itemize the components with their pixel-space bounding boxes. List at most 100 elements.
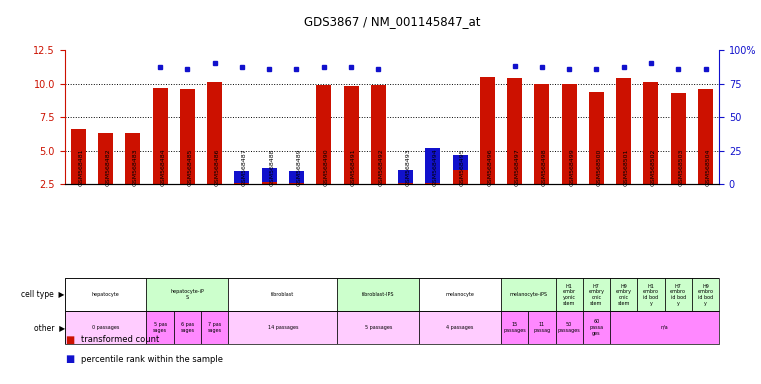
Text: 4 passages: 4 passages [447,325,474,330]
Bar [610,278,638,311]
Bar [698,89,713,184]
Text: GSM568501: GSM568501 [624,149,629,186]
Bar [398,183,413,184]
Bar [453,155,467,170]
Text: melanocyte: melanocyte [446,292,475,297]
Bar [534,84,549,184]
Bar [343,86,358,184]
Bar [337,278,419,311]
Bar [583,311,610,344]
Text: ■: ■ [65,335,74,345]
Bar [398,170,413,183]
Text: percentile rank within the sample: percentile rank within the sample [81,354,224,364]
Text: GSM568498: GSM568498 [542,149,547,186]
Bar [453,170,467,184]
Text: other  ▶: other ▶ [33,323,65,332]
Text: GSM568483: GSM568483 [133,149,138,186]
Bar [507,78,522,184]
Bar [146,311,174,344]
Text: 15
passages: 15 passages [503,322,526,333]
Bar [174,311,201,344]
Bar [65,278,146,311]
Bar [234,183,250,184]
Bar [616,78,631,184]
Text: GSM568495: GSM568495 [460,149,465,186]
Text: GSM568497: GSM568497 [514,149,520,186]
Text: GSM568489: GSM568489 [297,149,301,186]
Bar [583,278,610,311]
Bar [289,183,304,184]
Text: GSM568496: GSM568496 [487,149,492,186]
Text: hepatocyte: hepatocyte [92,292,119,297]
Text: GSM568502: GSM568502 [651,149,656,186]
Text: 5 passages: 5 passages [365,325,392,330]
Bar [228,278,337,311]
Bar [262,182,277,184]
Text: GSM568494: GSM568494 [433,149,438,186]
Text: GSM568504: GSM568504 [705,149,711,186]
Text: GSM568503: GSM568503 [678,149,683,186]
Text: GSM568485: GSM568485 [187,149,193,186]
Bar [670,93,686,184]
Bar [480,77,495,184]
Text: GDS3867 / NM_001145847_at: GDS3867 / NM_001145847_at [304,15,480,28]
Bar [528,311,556,344]
Text: GSM568491: GSM568491 [351,149,356,186]
Text: H7
embry
onic
stem: H7 embry onic stem [588,283,604,306]
Bar [65,311,146,344]
Bar [610,311,719,344]
Bar [589,92,604,184]
Bar [562,84,577,184]
Bar [419,311,501,344]
Text: H1
embr
yonic
stem: H1 embr yonic stem [562,283,576,306]
Bar [419,278,501,311]
Text: 11
passag: 11 passag [533,322,550,333]
Text: GSM568500: GSM568500 [597,149,601,186]
Text: 6 pas
sages: 6 pas sages [180,322,195,333]
Text: H9
embro
id bod
y: H9 embro id bod y [698,283,714,306]
Bar [425,183,441,184]
Text: GSM568499: GSM568499 [569,149,574,186]
Bar [262,168,277,182]
Bar [126,133,140,184]
Text: GSM568486: GSM568486 [215,149,220,186]
Bar [664,278,692,311]
Bar [228,311,337,344]
Bar [692,278,719,311]
Bar [201,311,228,344]
Bar [425,148,441,183]
Bar [289,171,304,183]
Bar [153,88,167,184]
Text: cell type  ▶: cell type ▶ [21,290,65,299]
Text: transformed count: transformed count [81,335,160,344]
Bar [501,311,528,344]
Bar [501,278,556,311]
Text: 7 pas
sages: 7 pas sages [208,322,221,333]
Text: 5 pas
sages: 5 pas sages [153,322,167,333]
Text: 50
passages: 50 passages [558,322,581,333]
Text: melanocyte-iPS: melanocyte-iPS [509,292,547,297]
Bar [317,85,331,184]
Bar [556,278,583,311]
Text: GSM568492: GSM568492 [378,149,384,186]
Bar [371,85,386,184]
Text: H1
embro
id bod
y: H1 embro id bod y [643,283,659,306]
Bar [337,311,419,344]
Bar [638,278,664,311]
Text: n/a: n/a [661,325,668,330]
Bar [644,82,658,184]
Text: fibroblast: fibroblast [271,292,295,297]
Text: 60
passa
ges: 60 passa ges [589,319,603,336]
Bar [71,129,86,184]
Text: fibroblast-IPS: fibroblast-IPS [362,292,394,297]
Text: GSM568487: GSM568487 [242,149,247,186]
Text: H9
embry
onic
stem: H9 embry onic stem [616,283,632,306]
Text: hepatocyte-iP
S: hepatocyte-iP S [170,289,204,300]
Text: H7
embro
id bod
y: H7 embro id bod y [670,283,686,306]
Bar [234,171,250,183]
Text: 14 passages: 14 passages [268,325,298,330]
Bar [556,311,583,344]
Bar [180,89,195,184]
Text: GSM568490: GSM568490 [323,149,329,186]
Bar [146,278,228,311]
